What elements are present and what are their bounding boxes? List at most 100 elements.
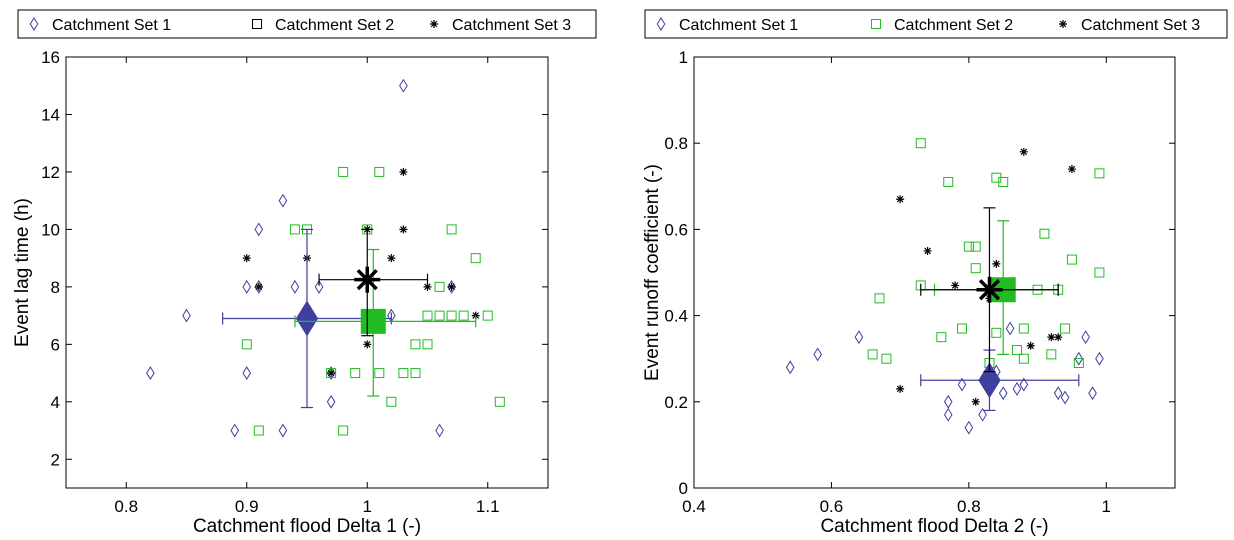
legend-label: Catchment Set 2 bbox=[894, 17, 1013, 34]
legend-box bbox=[644, 9, 1228, 39]
data-point bbox=[978, 407, 987, 422]
data-point bbox=[422, 339, 433, 350]
data-point bbox=[971, 397, 980, 406]
data-point bbox=[1060, 323, 1071, 334]
data-point bbox=[314, 279, 324, 294]
legend-marker bbox=[29, 17, 39, 31]
subplot-1: 0.8 0.9 1 1.1 2 4 6 8 10 12 14 16 Catchment flood De… bbox=[12, 9, 597, 537]
data-point bbox=[1046, 349, 1057, 360]
legend-label: Catchment Set 3 bbox=[1081, 17, 1200, 34]
data-point bbox=[242, 279, 252, 294]
y-tick-label: 16 bbox=[41, 48, 60, 67]
series-3-mean bbox=[318, 228, 429, 337]
data-point bbox=[896, 384, 905, 393]
legend-marker bbox=[656, 17, 666, 31]
x-tick-label: 0.9 bbox=[235, 497, 259, 516]
data-point bbox=[1018, 323, 1029, 334]
data-point bbox=[1005, 321, 1015, 336]
y-tick-label: 0.6 bbox=[664, 220, 688, 239]
legend-label: Catchment Set 1 bbox=[52, 17, 171, 34]
series-1-mean bbox=[920, 349, 1080, 412]
data-point bbox=[182, 308, 191, 323]
data-point bbox=[399, 78, 408, 93]
data-point bbox=[1012, 381, 1022, 396]
data-point bbox=[1054, 333, 1063, 342]
data-point bbox=[923, 246, 932, 255]
data-point bbox=[290, 279, 300, 294]
data-point bbox=[915, 138, 926, 149]
data-point bbox=[398, 368, 409, 379]
data-point bbox=[1060, 390, 1070, 405]
data-point bbox=[399, 167, 408, 176]
data-point bbox=[1026, 341, 1035, 350]
data-point bbox=[470, 253, 481, 264]
y-axis-label: Event lag time (h) bbox=[12, 198, 33, 347]
legend-marker bbox=[871, 19, 881, 29]
y-tick-label: 12 bbox=[41, 163, 60, 182]
data-point bbox=[447, 282, 456, 291]
data-point bbox=[146, 366, 155, 381]
data-point bbox=[998, 386, 1008, 401]
data-point bbox=[813, 347, 822, 362]
data-point bbox=[482, 310, 493, 321]
x-axis-label: Catchment flood Delta 1 (-) bbox=[193, 516, 421, 537]
mean-marker bbox=[978, 362, 1001, 399]
data-point bbox=[446, 224, 457, 235]
data-point bbox=[951, 281, 960, 290]
mean-marker bbox=[354, 266, 381, 293]
data-point bbox=[327, 369, 336, 378]
x-tick-label: 0.8 bbox=[114, 497, 138, 516]
legend-marker bbox=[430, 20, 438, 28]
data-point bbox=[867, 349, 878, 360]
data-point bbox=[943, 176, 954, 187]
data-point bbox=[957, 377, 967, 392]
y-tick-label: 2 bbox=[51, 450, 60, 469]
x-tick-label: 1 bbox=[1102, 497, 1111, 516]
data-point bbox=[278, 423, 288, 438]
data-point bbox=[1018, 353, 1029, 364]
data-point bbox=[289, 224, 300, 235]
x-tick-label: 0.8 bbox=[957, 497, 981, 516]
data-point bbox=[363, 340, 372, 349]
data-point bbox=[422, 310, 433, 321]
data-point bbox=[1011, 345, 1022, 356]
y-axis-label: Event runoff coefficient (-) bbox=[642, 164, 663, 381]
data-point bbox=[1019, 377, 1029, 392]
data-point bbox=[1095, 351, 1104, 366]
data-point bbox=[326, 394, 336, 409]
legend-marker bbox=[1059, 20, 1067, 28]
legend: Catchment Set 1 Catchment Set 2 Catchment … bbox=[17, 9, 597, 39]
data-point bbox=[964, 420, 974, 435]
data-point bbox=[434, 281, 445, 292]
y-tick-label: 0.2 bbox=[664, 393, 688, 412]
subplot-2: 0.4 0.6 0.8 1 0 0.2 0.4 0.6 0.8 1 Catchment flood … bbox=[642, 9, 1228, 537]
data-point bbox=[943, 407, 953, 422]
mean-marker bbox=[976, 276, 1003, 303]
series-1 bbox=[146, 78, 456, 438]
data-point bbox=[423, 282, 432, 291]
y-tick-label: 10 bbox=[41, 220, 60, 239]
legend-label: Catchment Set 1 bbox=[679, 17, 798, 34]
data-point bbox=[956, 323, 967, 334]
series-3 bbox=[896, 147, 1076, 406]
data-point bbox=[458, 310, 469, 321]
data-point bbox=[278, 193, 288, 208]
data-point bbox=[326, 368, 337, 379]
y-tick-label: 0.4 bbox=[664, 307, 688, 326]
y-tick-label: 6 bbox=[51, 335, 60, 354]
data-point bbox=[998, 176, 1009, 187]
data-point bbox=[374, 368, 385, 379]
data-point bbox=[1094, 267, 1105, 278]
legend-label: Catchment Set 3 bbox=[452, 17, 571, 34]
data-point bbox=[1094, 168, 1105, 179]
data-point bbox=[253, 425, 264, 436]
series-3-mean bbox=[920, 207, 1059, 373]
data-point bbox=[241, 339, 252, 350]
data-point bbox=[254, 282, 263, 291]
legend-label: Catchment Set 2 bbox=[275, 17, 394, 34]
data-point bbox=[1074, 351, 1084, 366]
y-tick-label: 8 bbox=[51, 278, 60, 297]
data-point bbox=[1047, 333, 1056, 342]
y-tick-label: 4 bbox=[51, 393, 60, 412]
